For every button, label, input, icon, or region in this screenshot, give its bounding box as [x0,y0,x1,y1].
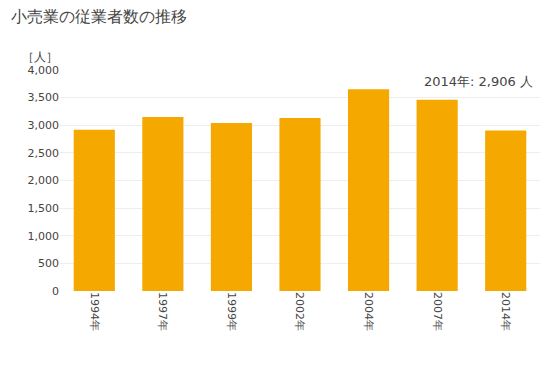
svg-text:2014年: 2,906 人: 2014年: 2,906 人 [424,74,533,89]
svg-text:小売業の従業者数の推移: 小売業の従業者数の推移 [11,7,187,26]
svg-text:1,500: 1,500 [28,202,60,215]
svg-text:3,000: 3,000 [28,119,60,132]
svg-text:［人］: ［人］ [22,50,58,64]
svg-text:2004年: 2004年 [362,292,375,331]
svg-text:0: 0 [52,285,59,298]
svg-text:3,500: 3,500 [28,91,60,104]
svg-text:2,000: 2,000 [28,174,60,187]
svg-text:1999年: 1999年 [225,292,238,331]
svg-text:500: 500 [38,257,59,270]
svg-text:1997年: 1997年 [156,292,169,331]
svg-text:2007年: 2007年 [431,292,444,331]
svg-text:4,000: 4,000 [28,64,60,77]
svg-text:2,500: 2,500 [28,147,60,160]
svg-text:2014年: 2014年 [499,292,512,331]
svg-text:1994年: 1994年 [88,292,101,331]
svg-text:2002年: 2002年 [293,292,306,331]
svg-text:1,000: 1,000 [28,230,60,243]
